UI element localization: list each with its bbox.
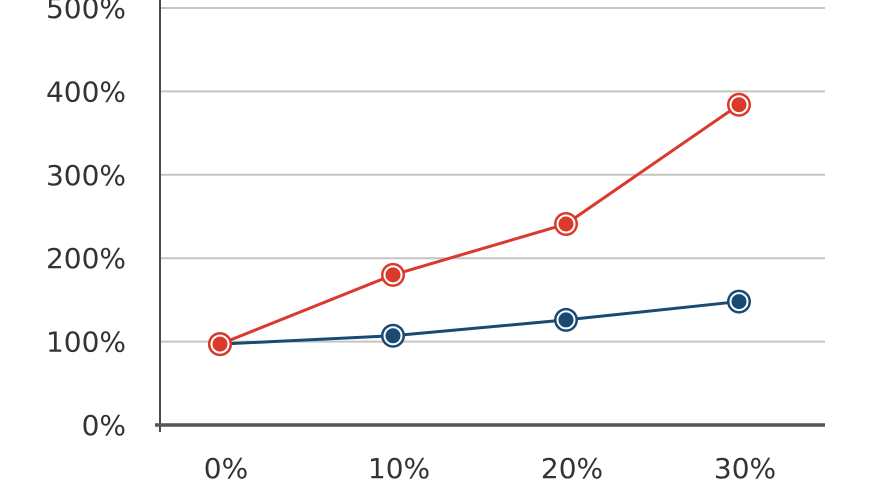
x-axis-tick-labels: 0% 10% 20% 30% [204, 452, 776, 481]
data-point-series-1 [727, 289, 751, 314]
data-point-ring [210, 334, 230, 354]
axes [155, 0, 825, 432]
y-tick-label: 200% [46, 242, 126, 275]
y-tick-label: 0% [82, 409, 126, 442]
series-lines [219, 103, 740, 346]
data-point-ring [729, 95, 749, 115]
data-point-series-1 [381, 323, 405, 348]
series-markers [208, 92, 751, 357]
data-point-series-0 [554, 212, 578, 237]
data-point-series-1 [554, 307, 578, 332]
y-axis-tick-labels: 0% 100% 200% 300% 400% 500% [46, 0, 126, 442]
x-tick-label: 10% [368, 452, 430, 481]
y-tick-label: 100% [46, 326, 126, 359]
data-point-ring [729, 292, 749, 312]
data-point-series-0 [208, 332, 232, 357]
y-tick-label: 300% [46, 159, 126, 192]
y-tick-label: 500% [46, 0, 126, 25]
y-tick-label: 400% [46, 75, 126, 108]
data-point-series-0 [381, 262, 405, 287]
data-point-ring [556, 214, 576, 234]
data-point-series-0 [727, 92, 751, 117]
data-point-ring [383, 265, 403, 285]
x-tick-label: 20% [541, 452, 603, 481]
data-point-ring [383, 326, 403, 346]
series-line-1 [219, 300, 740, 346]
x-tick-label: 30% [714, 452, 776, 481]
grid-lines [160, 7, 825, 343]
data-point-ring [556, 310, 576, 330]
x-tick-label: 0% [204, 452, 248, 481]
series-line-0 [219, 103, 740, 346]
